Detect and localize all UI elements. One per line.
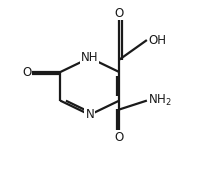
Text: N: N	[85, 108, 94, 121]
Text: O: O	[115, 7, 124, 20]
Text: NH: NH	[81, 51, 99, 64]
Text: NH$_2$: NH$_2$	[148, 93, 172, 108]
Text: O: O	[22, 66, 32, 79]
Text: OH: OH	[148, 33, 166, 47]
Text: O: O	[115, 130, 124, 144]
